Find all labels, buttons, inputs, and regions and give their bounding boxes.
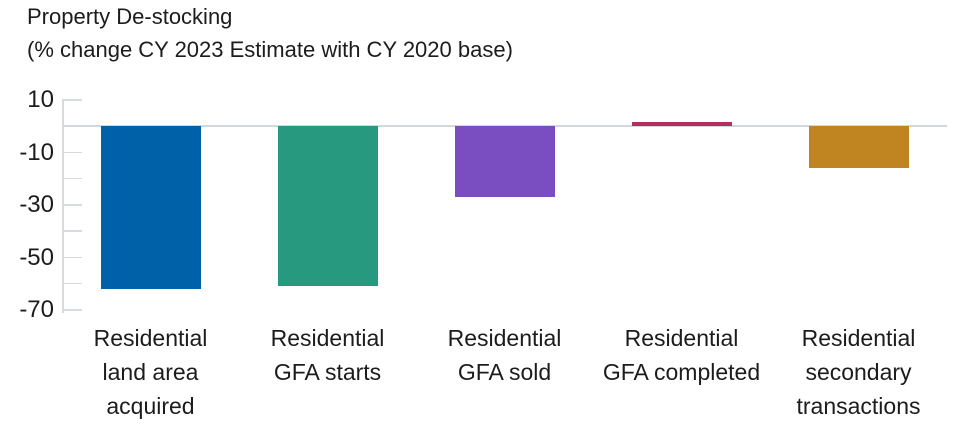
bar-residential-gfa-sold (454, 126, 555, 198)
x-axis-label-residential-gfa-completed: Residential GFA completed (602, 325, 761, 385)
chart-title: Property De-stocking (27, 4, 233, 29)
y-tick-label-10: 10 (27, 86, 54, 113)
y-tick--20 (62, 177, 82, 180)
y-tick--60 (62, 282, 82, 285)
x-axis-label-residential-land-area-acquired: Residential land area acquired (93, 325, 208, 419)
x-axis-label-residential-secondary-transactions: Residential secondary transactions (796, 325, 921, 419)
y-tick--10 (62, 151, 82, 153)
chart-header: Property De-stocking (% change CY 2023 E… (27, 0, 513, 66)
x-axis-label-residential-gfa-sold: Residential GFA sold (447, 325, 562, 385)
y-tick-label--10: -10 (19, 138, 54, 166)
y-tick-10 (62, 99, 82, 101)
y-tick-label--70: -70 (19, 296, 54, 323)
y-tick--70 (62, 309, 82, 311)
bar-residential-land-area-acquired (100, 126, 201, 289)
bar-residential-gfa-starts (277, 126, 378, 287)
bar-residential-secondary-transactions (808, 126, 909, 169)
y-tick-label--50: -50 (19, 243, 54, 271)
y-tick--50 (62, 256, 82, 258)
chart-subtitle: (% change CY 2023 Estimate with CY 2020 … (27, 37, 513, 62)
y-tick--30 (62, 204, 82, 206)
y-tick--40 (62, 230, 82, 232)
y-axis-line (62, 100, 64, 313)
bar-residential-gfa-completed (631, 122, 732, 127)
y-tick-label--30: -30 (19, 191, 54, 218)
x-axis-label-residential-gfa-starts: Residential GFA starts (270, 325, 385, 385)
